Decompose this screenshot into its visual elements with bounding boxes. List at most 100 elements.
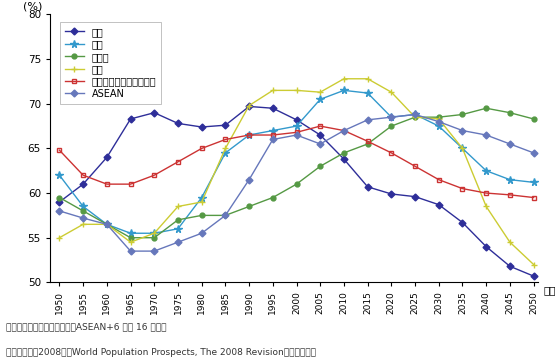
インド [56,195,63,200]
ASEAN [151,249,158,253]
インド [317,164,324,168]
中国 [56,173,63,177]
中国 [507,177,513,182]
インド [293,182,300,186]
Line: 韓国: 韓国 [56,75,537,268]
Text: (%): (%) [23,2,43,12]
Line: 豪州・ニュージーランド: 豪州・ニュージーランド [57,124,536,199]
韓国 [317,90,324,94]
インド [222,213,229,218]
韓国 [56,236,63,240]
日本 [56,200,63,204]
Legend: 日本, 中国, インド, 韓国, 豪州・ニュージーランド, ASEAN: 日本, 中国, インド, 韓国, 豪州・ニュージーランド, ASEAN [60,22,162,104]
日本 [364,185,371,189]
インド [436,115,442,119]
中国 [341,88,347,93]
韓国 [151,231,158,235]
ASEAN [222,213,229,218]
韓国 [341,77,347,81]
中国 [246,133,253,137]
Text: 資料：国連（2008）「World Population Prospects, The 2008 Revision」から作成。: 資料：国連（2008）「World Population Prospects, … [6,348,316,357]
ASEAN [270,137,276,142]
ASEAN [530,151,537,155]
日本 [175,121,181,126]
豪州・ニュージーランド [483,191,490,195]
インド [80,209,87,213]
インド [364,142,371,146]
ASEAN [127,249,134,253]
豪州・ニュージーランド [364,139,371,143]
韓国 [459,146,466,151]
韓国 [80,222,87,227]
韓国 [412,115,418,119]
韓国 [507,240,513,244]
ASEAN [483,133,490,137]
豪州・ニュージーランド [104,182,110,186]
韓国 [127,240,134,244]
韓国 [388,90,395,94]
インド [459,112,466,117]
Line: インド: インド [57,106,536,240]
日本 [222,123,229,127]
ASEAN [246,177,253,182]
ASEAN [293,133,300,137]
日本 [530,274,537,278]
豪州・ニュージーランド [530,195,537,200]
韓国 [104,222,110,227]
日本 [246,104,253,109]
インド [270,195,276,200]
日本 [198,125,205,129]
インド [530,117,537,121]
中国 [412,112,418,117]
インド [507,110,513,115]
中国 [388,115,395,119]
豪州・ニュージーランド [80,173,87,177]
豪州・ニュージーランド [459,186,466,191]
豪州・ニュージーランド [246,133,253,137]
豪州・ニュージーランド [270,133,276,137]
韓国 [175,204,181,209]
中国 [222,151,229,155]
インド [483,106,490,110]
Line: 日本: 日本 [57,104,536,278]
韓国 [222,146,229,151]
日本 [293,118,300,122]
Text: 備考：ここでのアジアとは，ASEAN+6 の計 16 か国。: 備考：ここでのアジアとは，ASEAN+6 の計 16 か国。 [6,322,166,331]
豪州・ニュージーランド [436,177,442,182]
豪州・ニュージーランド [317,124,324,128]
中国 [459,146,466,151]
中国 [198,195,205,200]
Line: 中国: 中国 [56,87,537,237]
中国 [293,124,300,128]
インド [198,213,205,218]
ASEAN [198,231,205,235]
中国 [80,204,87,209]
インド [246,204,253,209]
ASEAN [436,119,442,124]
インド [151,236,158,240]
日本 [151,110,158,115]
ASEAN [364,118,371,122]
豪州・ニュージーランド [198,146,205,151]
中国 [104,222,110,227]
豪州・ニュージーランド [175,160,181,164]
日本 [459,220,466,225]
ASEAN [104,222,110,227]
ASEAN [507,142,513,146]
豪州・ニュージーランド [341,129,347,133]
豪州・ニュージーランド [293,130,300,135]
日本 [127,117,134,121]
ASEAN [80,216,87,220]
日本 [507,264,513,269]
豪州・ニュージーランド [222,137,229,142]
ASEAN [459,129,466,133]
ASEAN [317,142,324,146]
インド [388,124,395,128]
豪州・ニュージーランド [127,182,134,186]
中国 [364,91,371,95]
日本 [436,202,442,207]
日本 [317,133,324,137]
ASEAN [175,240,181,244]
中国 [270,129,276,133]
インド [175,218,181,222]
